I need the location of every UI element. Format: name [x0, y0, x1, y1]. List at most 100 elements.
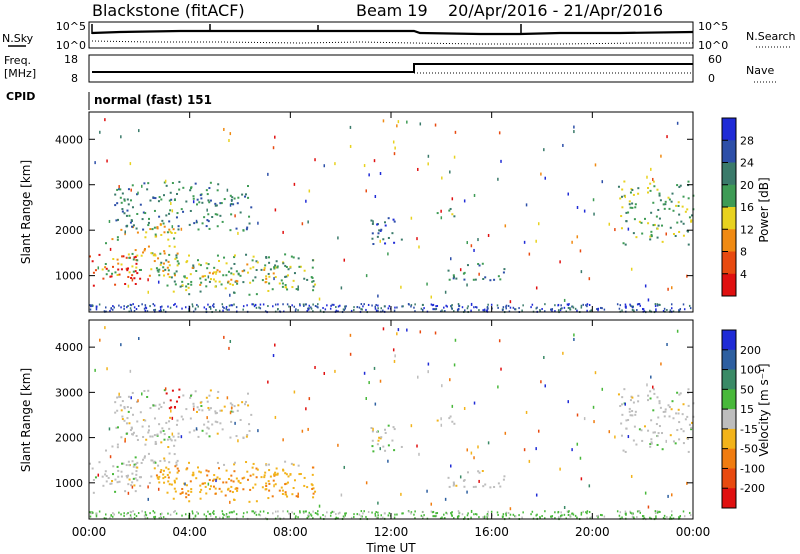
velocity-cell	[466, 490, 468, 494]
power-cell	[120, 228, 123, 231]
velocity-cell	[103, 517, 106, 520]
power-cell	[104, 266, 107, 269]
velocity-cell	[114, 490, 117, 493]
velocity-cell	[194, 390, 197, 393]
velocity-cell	[126, 417, 129, 420]
power-cell	[153, 209, 156, 212]
power-cell	[170, 201, 172, 205]
velocity-cell	[167, 480, 170, 483]
power-cell	[172, 228, 175, 231]
power-cell	[391, 232, 394, 235]
velocity-cell	[127, 483, 130, 486]
power-cell	[199, 290, 202, 293]
power-cell	[333, 303, 335, 306]
velocity-cell	[372, 450, 375, 453]
velocity-cell	[387, 459, 389, 463]
velocity-cell	[249, 474, 252, 477]
velocity-cell	[190, 488, 193, 491]
power-cell	[417, 167, 419, 171]
velocity-cell	[160, 517, 163, 520]
colorbar-tick-label: 28	[740, 134, 754, 147]
velocity-cell	[282, 438, 284, 442]
velocity-cell	[470, 516, 472, 519]
x-tick-label: 08:00	[273, 525, 308, 539]
velocity-cell	[214, 492, 217, 495]
power-cell	[230, 304, 232, 307]
power-cell	[497, 306, 499, 309]
power-cell	[536, 306, 538, 309]
velocity-cell	[110, 514, 113, 517]
velocity-cell	[397, 328, 400, 332]
velocity-cell	[196, 466, 199, 469]
velocity-cell	[373, 366, 376, 370]
power-cell	[467, 305, 469, 308]
power-cell	[337, 310, 339, 313]
power-cell	[377, 294, 379, 298]
power-cell	[147, 245, 150, 248]
velocity-cell	[312, 517, 314, 520]
velocity-cell	[330, 511, 332, 514]
velocity-cell	[185, 496, 188, 499]
power-cell	[688, 216, 691, 219]
power-cell	[441, 309, 443, 312]
velocity-cell	[318, 504, 321, 508]
velocity-cell	[536, 513, 538, 516]
power-cell	[458, 304, 460, 307]
power-cell	[237, 231, 239, 235]
power-cell	[249, 281, 252, 284]
velocity-cell	[95, 513, 98, 516]
velocity-cell	[676, 429, 679, 432]
velocity-cell	[135, 515, 138, 518]
velocity-cell	[647, 505, 650, 509]
velocity-cell	[650, 442, 653, 445]
velocity-cell	[176, 459, 179, 462]
power-cell	[521, 309, 523, 312]
power-cell	[356, 306, 359, 309]
velocity-cell	[133, 513, 136, 516]
velocity-cell	[656, 443, 659, 446]
power-cell	[95, 308, 98, 311]
power-cell	[509, 300, 512, 304]
power-cell	[205, 308, 208, 311]
power-cell	[649, 189, 652, 192]
power-cell	[284, 264, 287, 267]
x-tick-label: 20:00	[575, 525, 610, 539]
power-cell	[143, 182, 146, 185]
velocity-cell	[169, 416, 172, 419]
power-cell	[631, 188, 634, 191]
power-cell	[160, 310, 163, 313]
velocity-cell	[147, 431, 150, 434]
velocity-cell	[207, 510, 209, 513]
velocity-cell	[394, 354, 396, 358]
velocity-cell	[206, 400, 209, 403]
power-cell	[656, 227, 659, 230]
velocity-cell	[205, 515, 208, 518]
power-cell	[236, 282, 239, 285]
power-cell	[218, 270, 221, 273]
power-cell	[141, 303, 143, 306]
velocity-cell	[461, 513, 464, 516]
colorbar-tick-label: 4	[740, 268, 747, 281]
velocity-cell	[670, 510, 673, 513]
velocity-cell	[512, 513, 515, 516]
power-cell	[233, 262, 236, 265]
velocity-cell	[408, 510, 410, 513]
power-cell	[618, 307, 621, 310]
velocity-cell	[505, 512, 507, 515]
velocity-cell	[222, 481, 225, 484]
velocity-cell	[563, 505, 566, 509]
power-cell	[439, 310, 442, 313]
velocity-cell	[213, 512, 215, 515]
power-cell	[196, 198, 199, 201]
velocity-cell	[170, 409, 172, 413]
power-cell	[631, 202, 634, 205]
y-tick-label: 3000	[55, 386, 83, 399]
power-cell	[211, 216, 214, 219]
velocity-cell	[603, 515, 606, 518]
power-cell	[614, 228, 616, 232]
velocity-cell	[376, 430, 379, 433]
velocity-cell	[158, 475, 161, 478]
power-cell	[308, 307, 310, 310]
velocity-cell	[449, 415, 452, 418]
power-cell	[312, 303, 314, 306]
